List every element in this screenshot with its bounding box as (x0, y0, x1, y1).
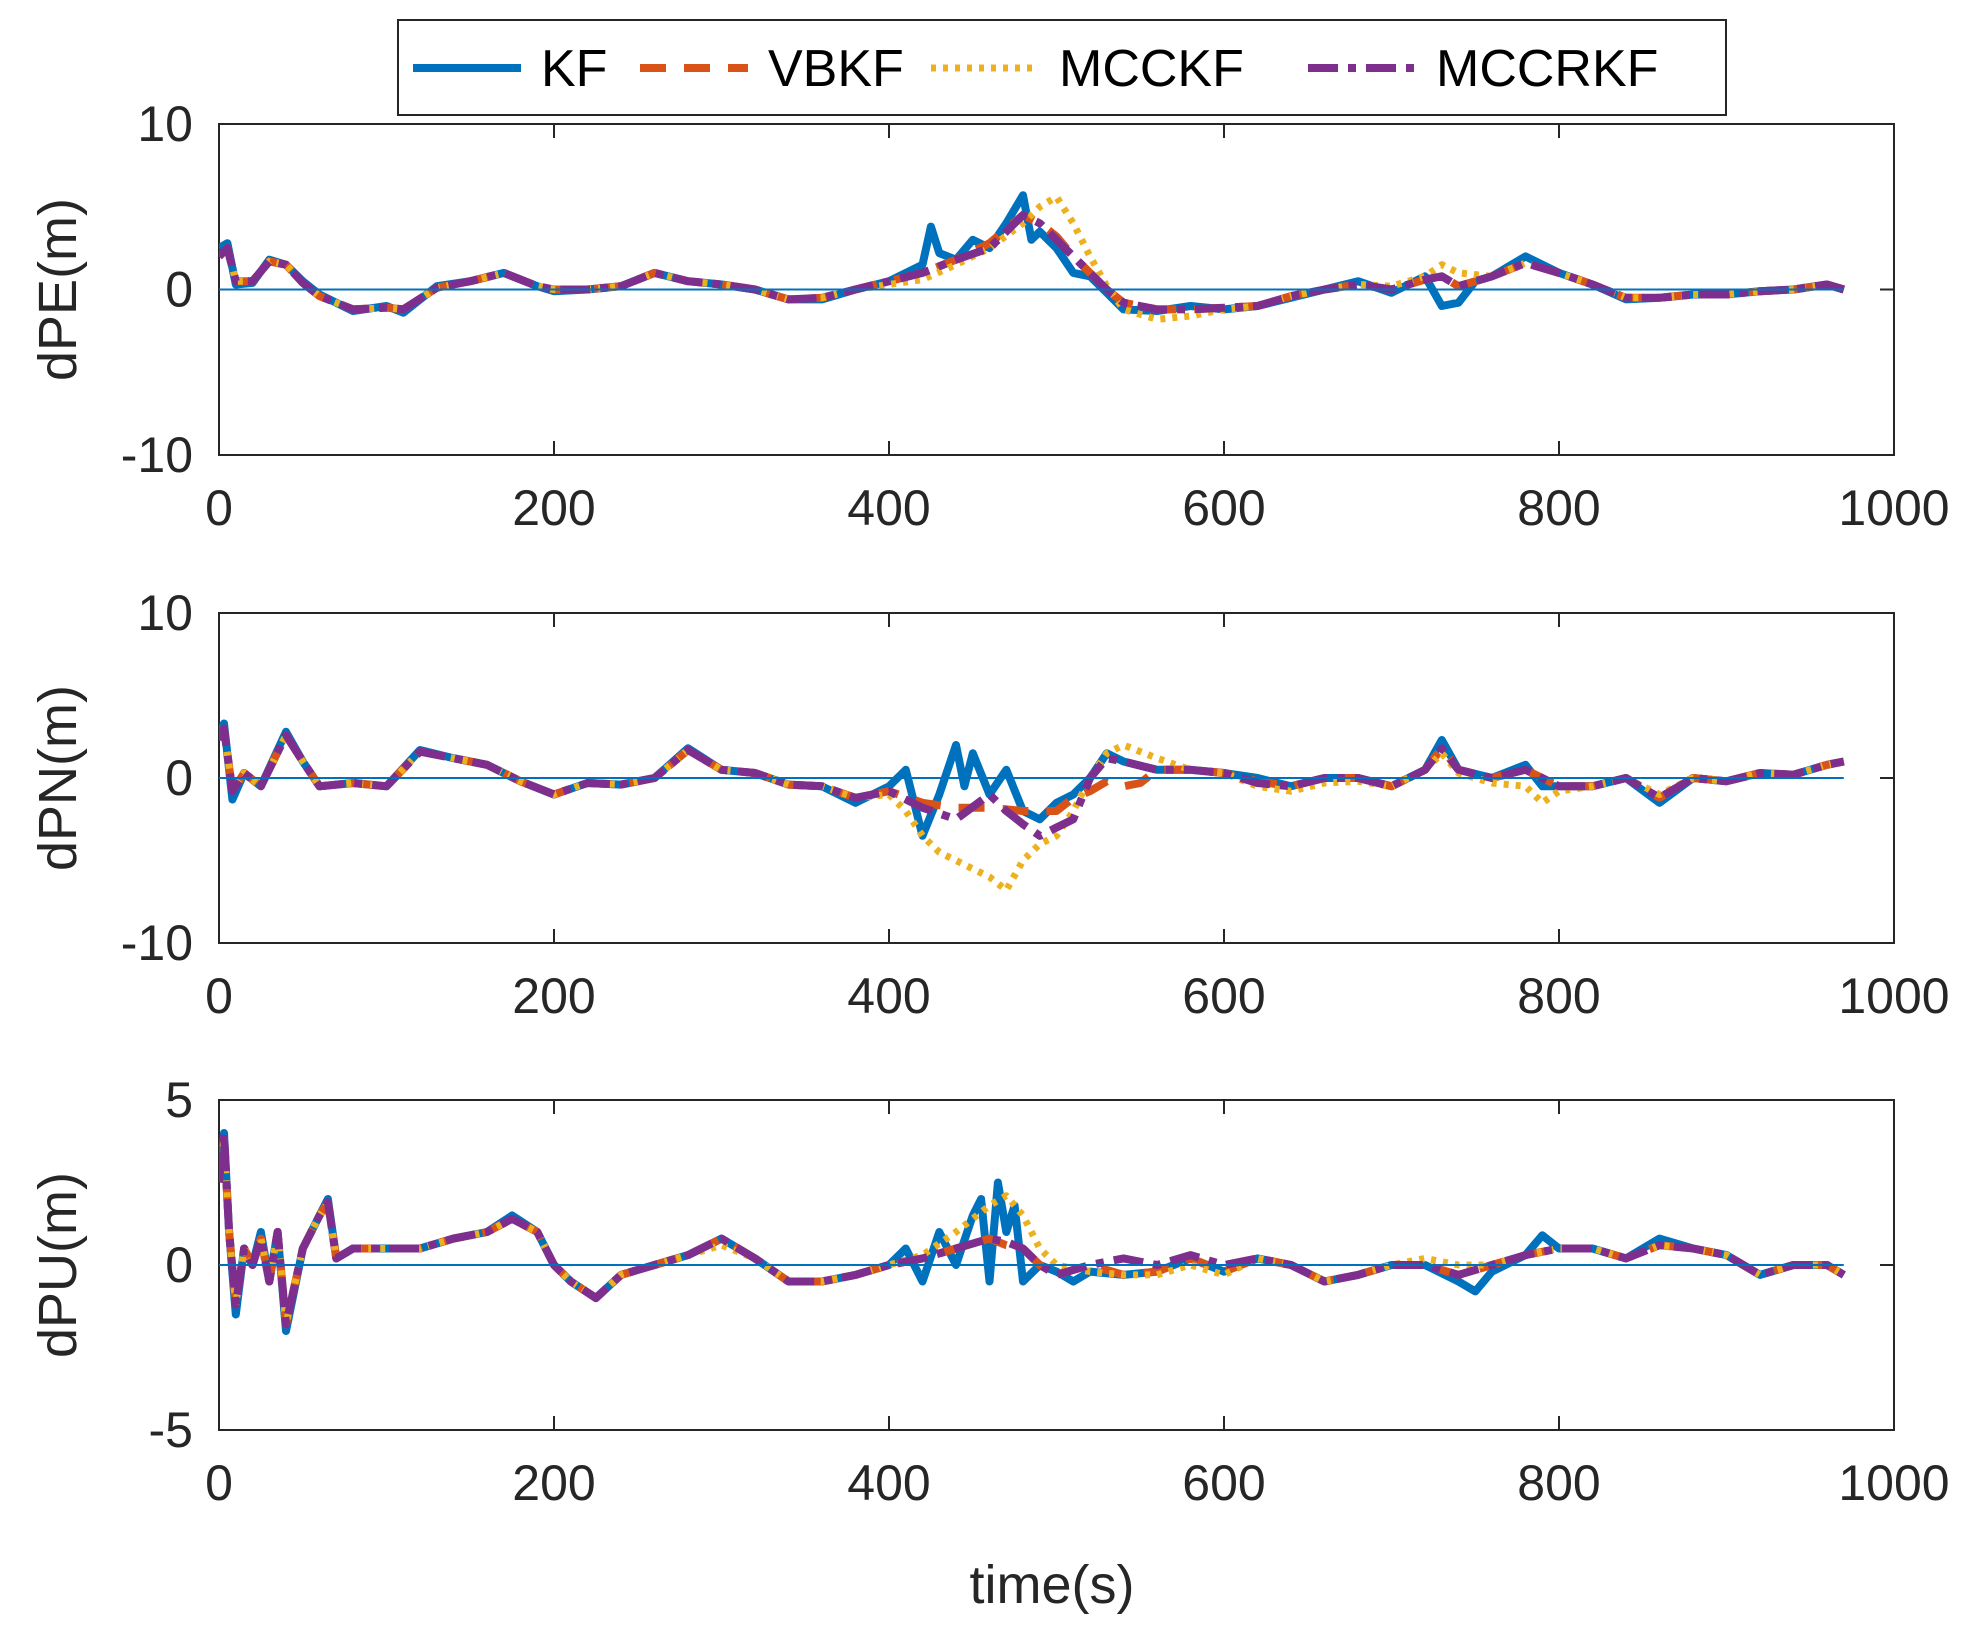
y-tick-label: -10 (121, 915, 193, 971)
series-line-mccrkf (219, 211, 1845, 314)
x-tick-label: 0 (205, 1455, 233, 1511)
y-axis-title: dPU(m) (28, 1172, 88, 1358)
y-tick-label: 0 (165, 1237, 193, 1293)
series-line-mcckf (219, 1136, 1846, 1328)
y-tick-label: -5 (149, 1402, 193, 1458)
x-tick-label: 1000 (1838, 1455, 1949, 1511)
x-tick-label: 1000 (1838, 480, 1949, 536)
y-tick-label: 0 (165, 262, 193, 318)
y-tick-label: 5 (165, 1072, 193, 1128)
x-tick-label: 1000 (1838, 968, 1949, 1024)
x-tick-label: 400 (847, 968, 930, 1024)
series-group (219, 191, 1845, 323)
x-tick-label: 0 (205, 480, 233, 536)
legend: KF VBKF MCCKF MCCRKF (397, 19, 1727, 116)
y-tick-label: 10 (137, 96, 193, 152)
series-line-mccrkf (219, 724, 1845, 840)
x-axis-title-group: time(s) (970, 1555, 1135, 1615)
y-axis-title: dPE(m) (28, 198, 88, 381)
x-tick-label: 400 (847, 1455, 930, 1511)
legend-label-kf: KF (541, 40, 607, 98)
x-tick-label: 200 (512, 968, 595, 1024)
x-tick-label: 200 (512, 480, 595, 536)
legend-box (397, 19, 1727, 116)
x-tick-label: 0 (205, 968, 233, 1024)
legend-label-vbkf: VBKF (768, 40, 904, 98)
y-tick-label: -10 (121, 427, 193, 483)
y-tick-label: 10 (137, 585, 193, 641)
x-tick-label: 400 (847, 480, 930, 536)
x-tick-label: 200 (512, 1455, 595, 1511)
x-tick-label: 600 (1182, 1455, 1265, 1511)
legend-label-mcckf: MCCKF (1059, 40, 1244, 98)
y-tick-label: 0 (165, 750, 193, 806)
x-tick-label: 600 (1182, 968, 1265, 1024)
series-line-mccrkf (219, 1129, 1846, 1329)
legend-label-mccrkf: MCCRKF (1436, 40, 1658, 98)
x-tick-label: 800 (1517, 480, 1600, 536)
y-axis-title: dPN(m) (28, 685, 88, 871)
x-tick-label: 800 (1517, 1455, 1600, 1511)
x-tick-label: 800 (1517, 968, 1600, 1024)
x-axis-title: time(s) (970, 1555, 1135, 1615)
x-tick-label: 600 (1182, 480, 1265, 536)
